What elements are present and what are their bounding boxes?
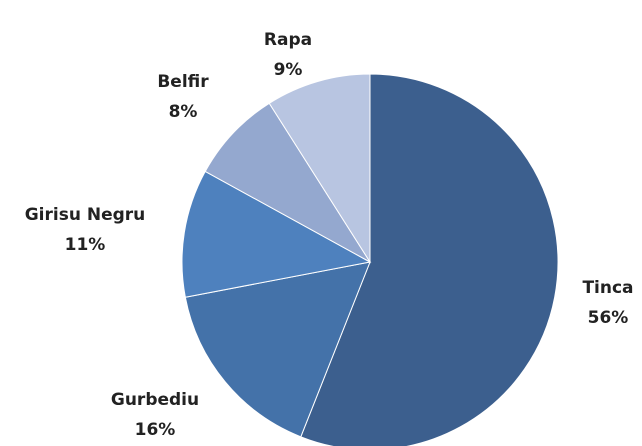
slice-value: 56% — [588, 308, 629, 328]
pie-slice — [184, 261, 371, 438]
slice-value: 16% — [135, 420, 176, 440]
pie-slice — [181, 170, 372, 298]
slice-label: Gurbediu — [111, 390, 199, 410]
pie-slice — [268, 73, 371, 264]
pie-slice — [300, 73, 559, 446]
pie-slice — [204, 102, 371, 263]
slice-value: 8% — [169, 102, 198, 122]
slice-value: 9% — [274, 60, 303, 80]
slice-label: Girisu Negru — [25, 205, 146, 225]
slice-label: Tinca — [582, 278, 633, 298]
slice-value: 11% — [65, 235, 106, 255]
slice-label: Rapa — [264, 30, 312, 50]
slice-label: Belfir — [157, 72, 209, 92]
